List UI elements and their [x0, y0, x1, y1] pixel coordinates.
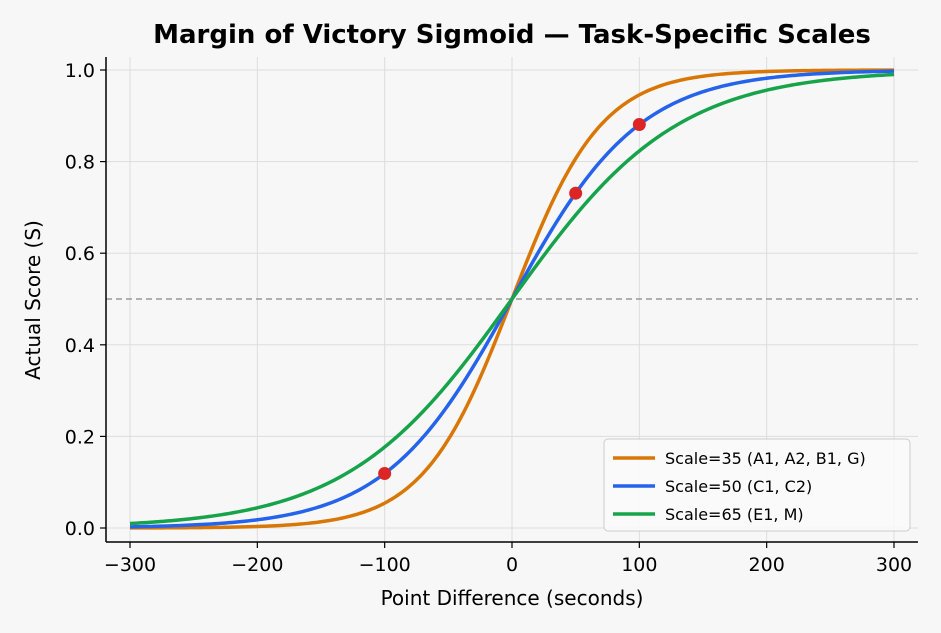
chart-title: Margin of Victory Sigmoid — Task-Specifi… [153, 20, 871, 50]
highlight-point [378, 466, 392, 480]
x-tick-label: −300 [104, 554, 156, 576]
highlight-points [378, 118, 646, 480]
x-tick-label: 0 [506, 554, 518, 576]
y-tick-label: 0.2 [65, 426, 95, 448]
y-tick-label: 0.0 [65, 518, 95, 540]
y-tick-label: 1.0 [65, 60, 95, 82]
series-line [129, 72, 895, 526]
legend-entry-label: Scale=50 (C1, C2) [665, 477, 812, 496]
series-group [129, 68, 895, 530]
y-tick-label: 0.8 [65, 152, 95, 174]
x-tick-label: −200 [231, 554, 283, 576]
y-axis-label: Actual Score (S) [21, 220, 45, 380]
legend-entry-label: Scale=35 (A1, A2, B1, G) [665, 449, 866, 468]
x-tick-label: 200 [749, 554, 785, 576]
y-tick-label: 0.6 [65, 243, 95, 265]
y-tick-label: 0.4 [65, 335, 95, 357]
highlight-point [632, 118, 646, 132]
legend-box [603, 438, 911, 532]
x-tick-label: 300 [876, 554, 912, 576]
highlight-point [569, 186, 583, 200]
axes: −300 −200 −100 0 100 200 300 0.0 0.2 0.4 0.6 0.8 1.0 [65, 57, 918, 576]
x-axis-label: Point Difference (seconds) [381, 586, 644, 610]
legend: Scale=35 (A1, A2, B1, G) Scale=50 (C1, C2… [603, 438, 911, 532]
legend-entry-label: Scale=65 (E1, M) [665, 505, 804, 524]
x-tick-label: −100 [359, 554, 411, 576]
x-tick-label: 100 [621, 554, 657, 576]
